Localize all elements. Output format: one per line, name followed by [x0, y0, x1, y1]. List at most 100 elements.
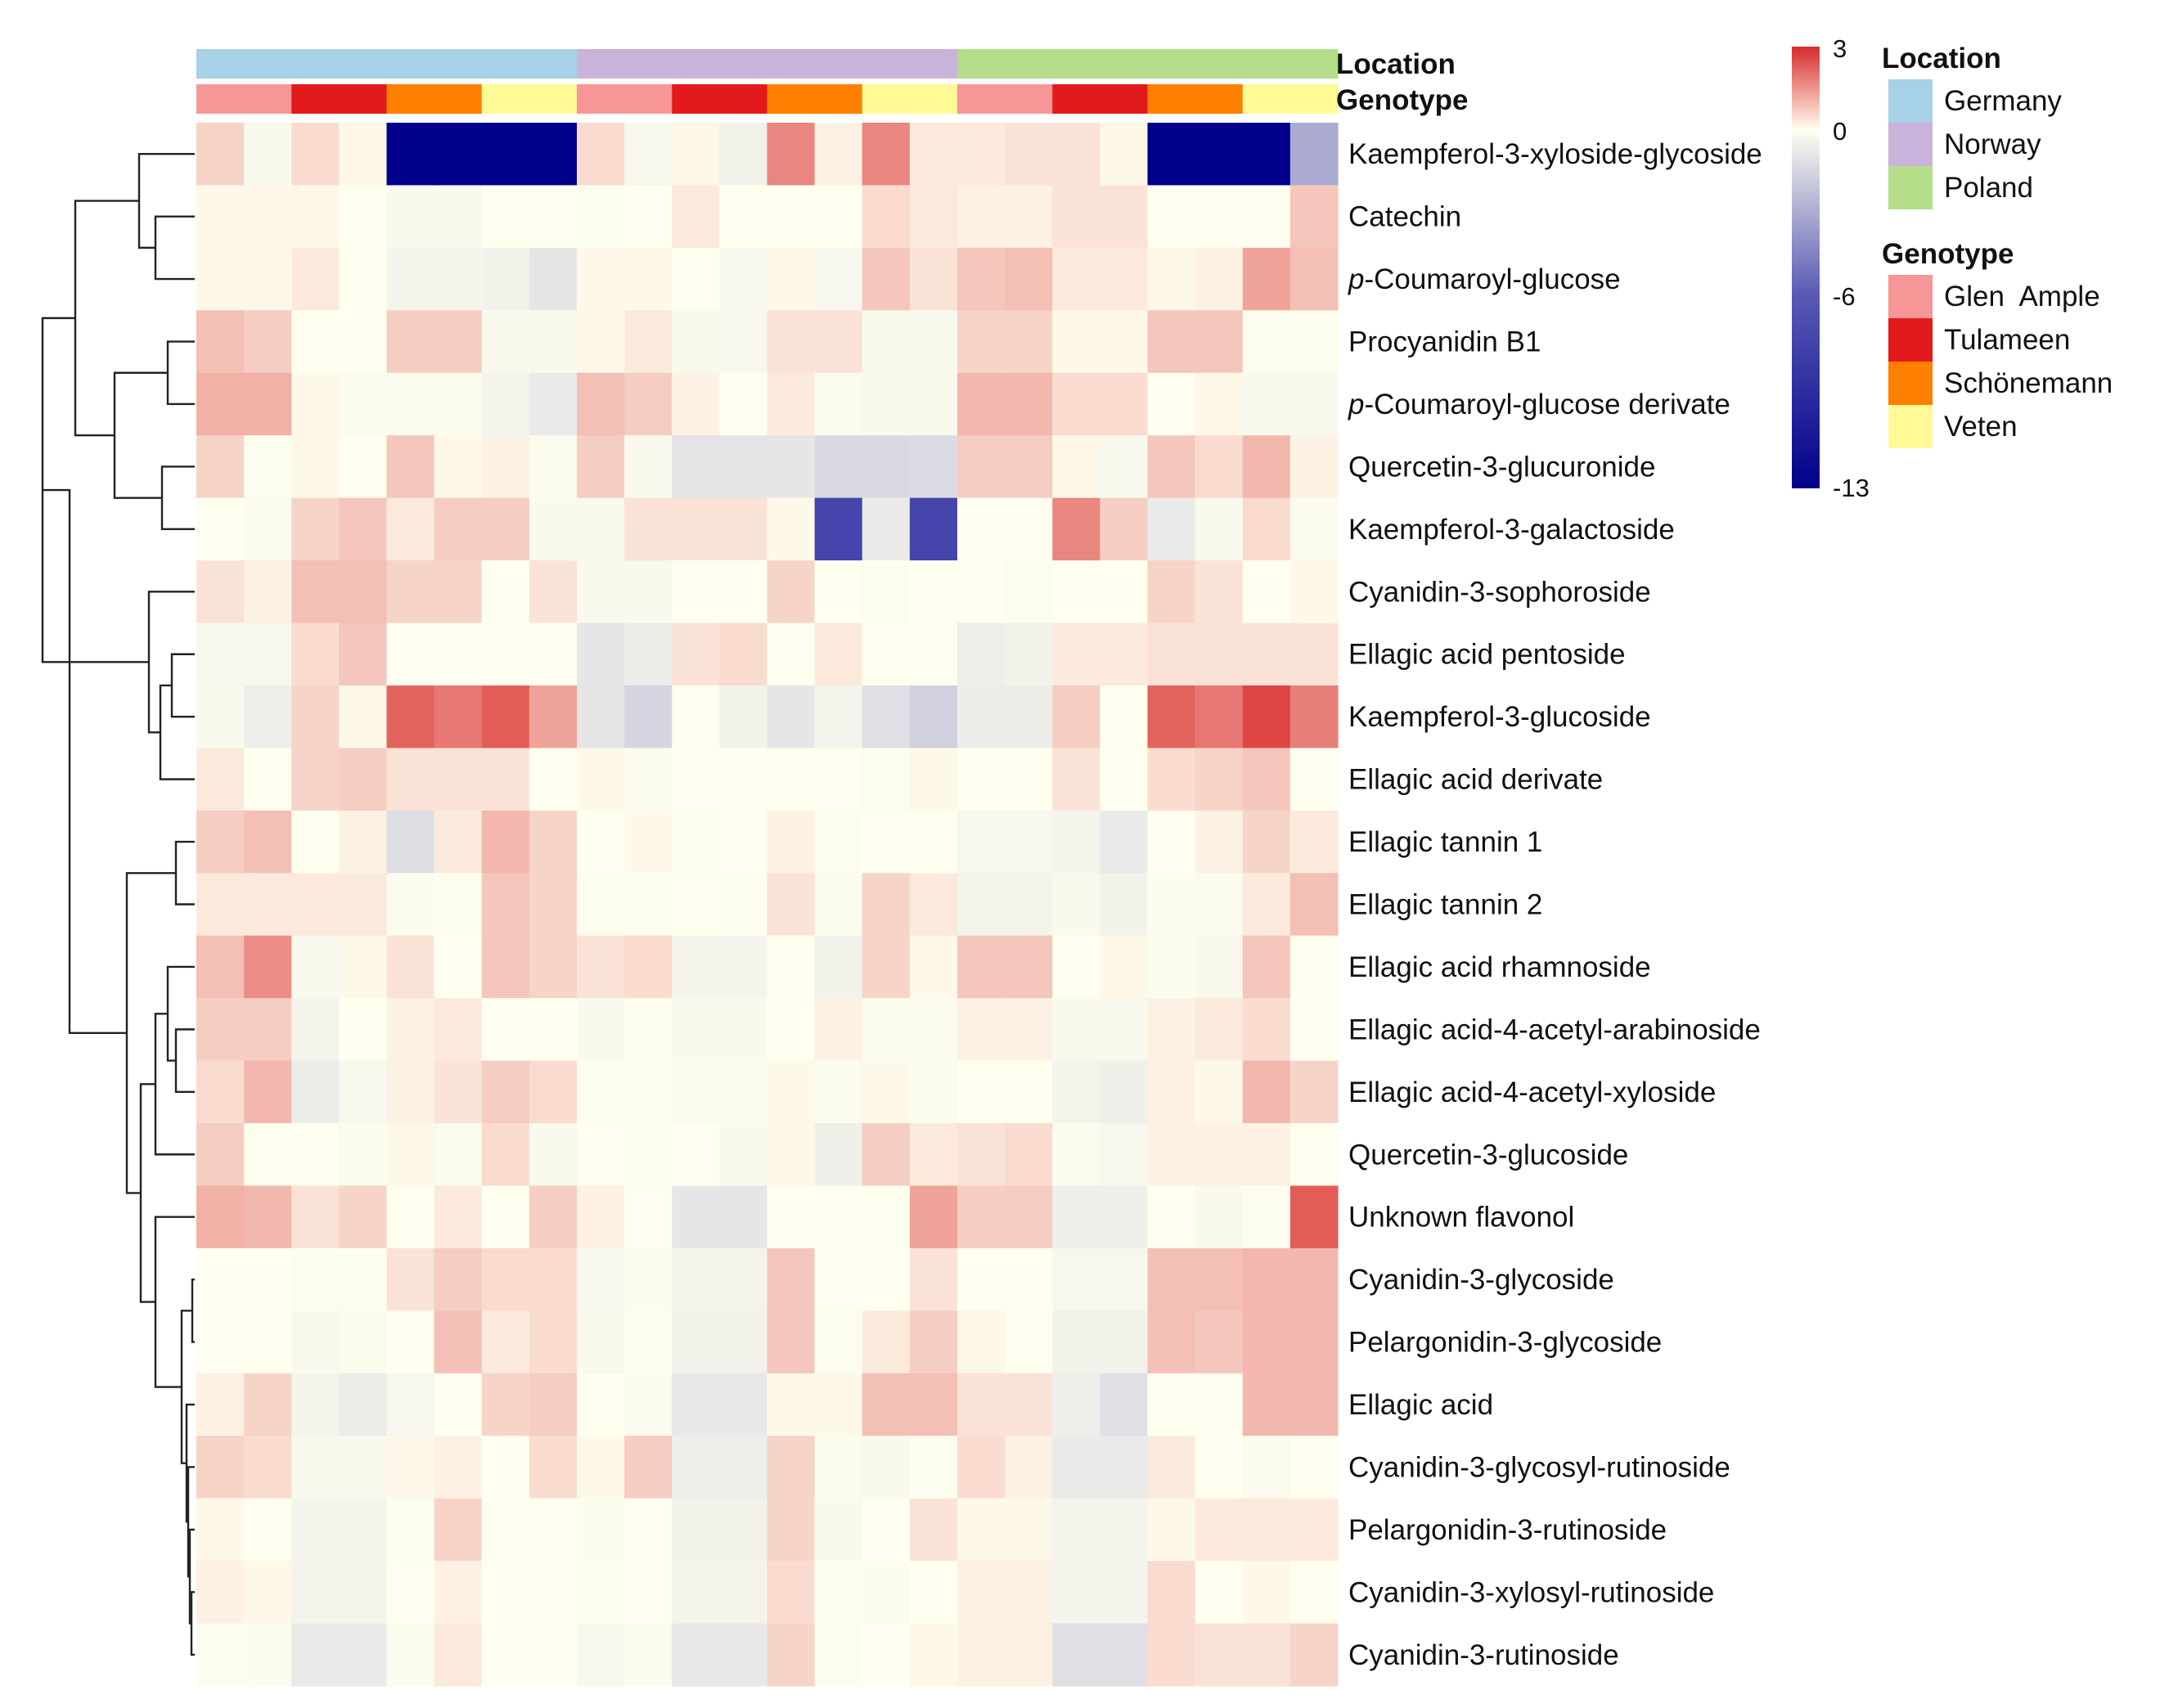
heatmap-cell-ellagic-tannin-2-col-18: [1005, 873, 1053, 937]
heatmap-cell-p-coumaroyl-glucose-derivate-col-16: [909, 372, 958, 436]
heatmap-cell-quercetin-3-glucuronide-col-4: [339, 435, 388, 499]
heatmap-cell-cyanidin-3-glycosyl-rutinoside-col-6: [434, 1436, 483, 1499]
heatmap-cell-p-coumaroyl-glucose-derivate-col-2: [244, 372, 292, 436]
heatmap-cell-cyanidin-3-sophoroside-col-10: [624, 560, 673, 624]
heatmap-cell-cyanidin-3-glycoside-col-12: [719, 1247, 768, 1311]
heatmap-cell-kaempferol-3-galactoside-col-19: [1052, 497, 1100, 561]
heatmap-cell-cyanidin-3-sophoroside-col-21: [1147, 560, 1196, 624]
heatmap-cell-unknown-flavonol-col-4: [339, 1185, 388, 1249]
heatmap-cell-cyanidin-3-sophoroside-col-6: [434, 560, 483, 624]
heatmap-cell-ellagic-tannin-2-col-4: [339, 873, 388, 937]
heatmap-cell-cyanidin-3-rutinoside-col-22: [1195, 1623, 1244, 1687]
heatmap-cell-ellagic-acid-col-17: [957, 1373, 1006, 1436]
heatmap-cell-cyanidin-3-rutinoside-col-7: [481, 1623, 530, 1687]
heatmap-cell-kaempferol-3-glucoside-col-7: [481, 685, 530, 748]
colorbar-tick-0: 0: [1833, 117, 1847, 146]
heatmap-cell-p-coumaroyl-glucose-derivate-col-22: [1195, 372, 1244, 436]
heatmap-cell-cyanidin-3-glycoside-col-10: [624, 1247, 673, 1311]
location-annotation-cell-18: [1005, 49, 1053, 79]
heatmap-cell-ellagic-acid-pentoside-col-12: [719, 623, 768, 686]
row-label-unknown-flavonol: Unknown flavonol: [1348, 1202, 1574, 1234]
heatmap-cell-cyanidin-3-glycoside-col-18: [1005, 1247, 1053, 1311]
heatmap-cell-ellagic-acid-4-acetyl-arabinoside-col-15: [862, 998, 911, 1062]
heatmap-cell-p-coumaroyl-glucose-derivate-col-7: [481, 372, 530, 436]
heatmap-cell-ellagic-acid-col-7: [481, 1373, 530, 1436]
heatmap-cell-kaempferol-3-galactoside-col-17: [957, 497, 1006, 561]
heatmap-cell-ellagic-acid-pentoside-col-10: [624, 623, 673, 686]
genotype-annotation-cell-4: [339, 84, 388, 114]
heatmap-cell-ellagic-acid-4-acetyl-xyloside-col-10: [624, 1060, 673, 1124]
row-label-kaempferol-3-glucoside: Kaempferol-3-glucoside: [1348, 701, 1651, 733]
heatmap-cell-quercetin-3-glucoside-col-15: [862, 1123, 911, 1187]
heatmap-cell-catechin-col-11: [672, 185, 720, 249]
heatmap-cell-kaempferol-3-glucoside-col-9: [577, 685, 625, 748]
heatmap-cell-quercetin-3-glucuronide-col-19: [1052, 435, 1100, 499]
heatmap-cell-cyanidin-3-sophoroside-col-1: [196, 560, 245, 624]
heatmap-cell-procyanidin-b1-col-10: [624, 310, 673, 374]
heatmap-cell-cyanidin-3-rutinoside-col-5: [386, 1623, 435, 1687]
heatmap-cell-pelargonidin-3-rutinoside-col-18: [1005, 1498, 1053, 1562]
heatmap-cell-p-coumaroyl-glucose-col-2: [244, 247, 292, 311]
heatmap-cell-catechin-col-24: [1289, 185, 1339, 249]
heatmap-cell-procyanidin-b1-col-19: [1052, 310, 1100, 374]
heatmap-cell-ellagic-acid-4-acetyl-arabinoside-col-7: [481, 998, 530, 1062]
genotype-annotation-cell-18: [1005, 84, 1053, 114]
location-annotation-cell-8: [529, 49, 578, 79]
heatmap-cell-cyanidin-3-sophoroside-col-20: [1100, 560, 1149, 624]
heatmap-cell-ellagic-acid-pentoside-col-3: [291, 623, 340, 686]
genotype-annotation-cell-1: [196, 84, 245, 114]
row-label-cyanidin-3-rutinoside: Cyanidin-3-rutinoside: [1348, 1639, 1619, 1671]
heatmap-cell-ellagic-tannin-1-col-2: [244, 810, 292, 874]
heatmap-cell-quercetin-3-glucoside-col-20: [1100, 1123, 1149, 1187]
heatmap-cell-kaempferol-3-xyloside-glycoside-col-4: [339, 123, 388, 187]
heatmap-cell-pelargonidin-3-rutinoside-col-7: [481, 1498, 530, 1562]
heatmap-cell-pelargonidin-3-glycoside-col-4: [339, 1310, 388, 1374]
genotype-annotation-cell-20: [1100, 84, 1149, 114]
heatmap-cell-ellagic-tannin-2-col-17: [957, 873, 1006, 937]
heatmap-cell-ellagic-acid-rhamnoside-col-6: [434, 935, 483, 999]
heatmap-cell-ellagic-acid-4-acetyl-xyloside-col-5: [386, 1060, 435, 1124]
heatmap-cell-quercetin-3-glucuronide-col-14: [814, 435, 863, 499]
heatmap-cell-ellagic-acid-derivate-col-21: [1147, 748, 1196, 811]
heatmap-cell-unknown-flavonol-col-9: [577, 1185, 625, 1249]
heatmap-cell-p-coumaroyl-glucose-col-5: [386, 247, 435, 311]
heatmap-cell-cyanidin-3-sophoroside-col-8: [529, 560, 578, 624]
row-label-cyanidin-3-glycoside: Cyanidin-3-glycoside: [1348, 1264, 1614, 1296]
legend-genotype-label-veten: Veten: [1944, 411, 2018, 443]
heatmap-cell-cyanidin-3-glycosyl-rutinoside-col-2: [244, 1436, 292, 1499]
heatmap-cell-cyanidin-3-xylosyl-rutinoside-col-24: [1289, 1561, 1339, 1625]
heatmap-cell-quercetin-3-glucoside-col-11: [672, 1123, 720, 1187]
heatmap-cell-cyanidin-3-sophoroside-col-4: [339, 560, 388, 624]
heatmap-cell-ellagic-tannin-2-col-22: [1195, 873, 1244, 937]
heatmap-cell-unknown-flavonol-col-22: [1195, 1185, 1244, 1249]
genotype-annotation-cell-12: [719, 84, 768, 114]
heatmap-cell-ellagic-tannin-2-col-20: [1100, 873, 1149, 937]
heatmap-cell-cyanidin-3-xylosyl-rutinoside-col-14: [814, 1561, 863, 1625]
heatmap-cell-cyanidin-3-sophoroside-col-2: [244, 560, 292, 624]
heatmap-cell-cyanidin-3-rutinoside-col-12: [719, 1623, 768, 1687]
heatmap-cell-cyanidin-3-rutinoside-col-8: [529, 1623, 578, 1687]
heatmap-cell-cyanidin-3-rutinoside-col-9: [577, 1623, 625, 1687]
heatmap-cell-ellagic-acid-4-acetyl-xyloside-col-9: [577, 1060, 625, 1124]
heatmap-cell-kaempferol-3-glucoside-col-12: [719, 685, 768, 748]
heatmap-cell-ellagic-acid-derivate-col-2: [244, 748, 292, 811]
heatmap-cell-cyanidin-3-glycoside-col-13: [767, 1247, 816, 1311]
heatmap-cell-pelargonidin-3-glycoside-col-17: [957, 1310, 1006, 1374]
heatmap-cell-cyanidin-3-xylosyl-rutinoside-col-8: [529, 1561, 578, 1625]
heatmap-cell-p-coumaroyl-glucose-col-23: [1242, 247, 1291, 311]
heatmap-cell-p-coumaroyl-glucose-derivate-col-13: [767, 372, 816, 436]
heatmap-cell-pelargonidin-3-glycoside-col-14: [814, 1310, 863, 1374]
legend-genotype-swatch-veten: [1888, 405, 1933, 448]
heatmap-cell-quercetin-3-glucuronide-col-11: [672, 435, 720, 499]
heatmap-cell-kaempferol-3-xyloside-glycoside-col-24: [1289, 123, 1339, 187]
heatmap-cell-ellagic-acid-derivate-col-7: [481, 748, 530, 811]
row-label-p-coumaroyl-glucose-derivate: p-Coumaroyl-glucose derivate: [1348, 389, 1730, 420]
heatmap-cell-cyanidin-3-glycoside-col-4: [339, 1247, 388, 1311]
heatmap-cell-cyanidin-3-glycoside-col-23: [1242, 1247, 1291, 1311]
heatmap-cell-kaempferol-3-galactoside-col-8: [529, 497, 578, 561]
heatmap-cell-p-coumaroyl-glucose-col-13: [767, 247, 816, 311]
heatmap-cell-cyanidin-3-glycosyl-rutinoside-col-19: [1052, 1436, 1100, 1499]
heatmap-cell-cyanidin-3-rutinoside-col-24: [1289, 1623, 1339, 1687]
heatmap-cell-kaempferol-3-xyloside-glycoside-col-8: [529, 123, 578, 187]
heatmap-cell-ellagic-acid-rhamnoside-col-19: [1052, 935, 1100, 999]
